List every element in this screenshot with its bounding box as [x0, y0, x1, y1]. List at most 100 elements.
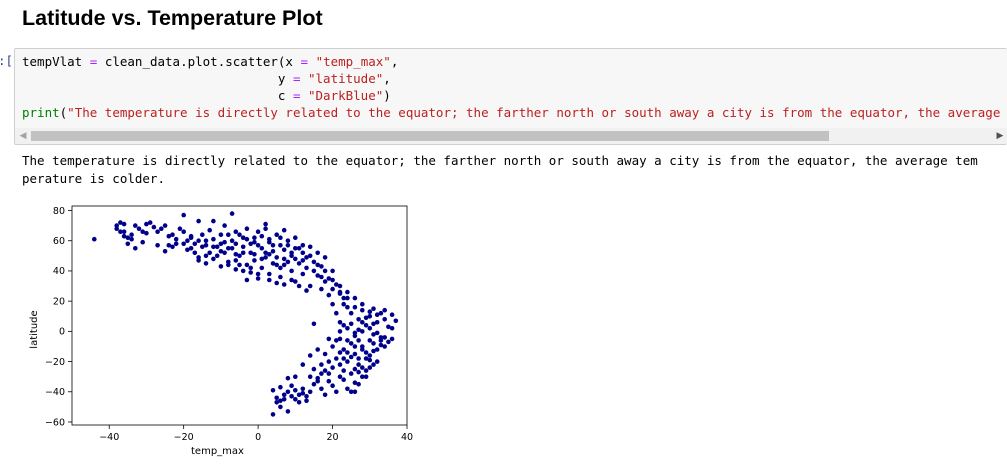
- data-point: [285, 238, 291, 243]
- data-point: [293, 374, 298, 379]
- data-point: [378, 310, 384, 316]
- data-point: [248, 241, 253, 247]
- data-point: [307, 353, 313, 358]
- data-point: [386, 324, 391, 330]
- data-point: [311, 321, 317, 327]
- data-point: [133, 223, 138, 228]
- data-point: [278, 274, 283, 280]
- data-point: [345, 338, 350, 343]
- scrollbar-thumb[interactable]: [31, 131, 829, 141]
- data-point: [255, 229, 261, 234]
- data-point: [363, 368, 369, 373]
- cell-output-text: The temperature is directly related to t…: [22, 152, 1007, 188]
- code-token-string: "latitude": [308, 71, 384, 86]
- data-point: [274, 232, 279, 237]
- data-point: [326, 359, 332, 364]
- data-point: [185, 247, 190, 253]
- data-point: [319, 371, 324, 376]
- data-point: [267, 239, 272, 245]
- data-point: [334, 389, 339, 395]
- data-point: [226, 232, 231, 237]
- data-point: [386, 339, 391, 345]
- data-point: [274, 395, 279, 401]
- code-editor[interactable]: tempVlat = clean_data.plot.scatter(x = "…: [22, 53, 1007, 121]
- data-point: [162, 249, 168, 254]
- data-point: [270, 412, 276, 417]
- data-point: [196, 218, 201, 224]
- data-point: [345, 386, 350, 392]
- code-token-operator: =: [89, 54, 98, 69]
- data-point: [330, 301, 335, 307]
- data-point: [200, 244, 205, 250]
- data-point: [334, 282, 339, 287]
- data-point: [289, 277, 294, 283]
- data-point: [300, 250, 306, 256]
- data-point: [237, 253, 242, 259]
- y-tick-label: 20: [53, 296, 65, 307]
- code-token-string: "DarkBlue": [308, 88, 384, 103]
- data-point: [345, 326, 350, 331]
- data-point: [192, 250, 198, 256]
- data-point: [363, 315, 369, 321]
- data-point: [300, 258, 306, 263]
- data-point: [337, 350, 343, 355]
- scroll-right-icon[interactable]: ▶: [996, 131, 1004, 141]
- data-point: [348, 321, 354, 327]
- horizontal-scrollbar[interactable]: ◀ ▶: [15, 128, 1007, 144]
- data-point: [300, 243, 306, 248]
- data-point: [267, 271, 272, 277]
- data-point: [270, 243, 276, 248]
- data-point: [129, 232, 134, 237]
- data-point: [173, 241, 179, 247]
- data-point: [363, 356, 369, 361]
- data-point: [341, 295, 347, 301]
- data-point: [356, 317, 361, 322]
- data-point: [315, 262, 321, 268]
- data-point: [304, 255, 309, 260]
- code-token-punct: ,: [390, 54, 399, 69]
- data-point: [259, 256, 265, 262]
- data-point: [367, 357, 373, 363]
- data-point: [248, 265, 253, 271]
- data-point: [170, 244, 175, 250]
- data-point: [281, 262, 287, 268]
- data-point: [267, 277, 272, 283]
- data-point: [352, 295, 358, 301]
- data-point: [307, 253, 313, 259]
- x-axis-label: temp_max: [191, 446, 244, 457]
- data-point: [255, 243, 261, 248]
- data-point: [125, 235, 131, 240]
- y-tick-label: −40: [45, 387, 65, 398]
- x-tick-label: 20: [327, 432, 339, 443]
- data-point: [118, 220, 123, 225]
- data-point: [322, 279, 328, 284]
- data-point: [352, 389, 358, 395]
- code-token-string: "temp_max": [315, 54, 391, 69]
- data-point: [319, 264, 324, 269]
- data-point: [293, 397, 298, 402]
- data-point: [356, 338, 361, 343]
- data-point: [255, 271, 261, 277]
- data-point: [218, 232, 224, 237]
- scroll-left-icon[interactable]: ◀: [19, 131, 27, 141]
- code-token-string: "The temperature is directly related to …: [67, 105, 1001, 120]
- data-point: [155, 243, 160, 248]
- data-point: [330, 344, 335, 349]
- data-point: [360, 347, 365, 352]
- data-point: [360, 307, 365, 313]
- x-tick-label: 40: [401, 432, 413, 443]
- data-point: [252, 258, 257, 263]
- data-point: [281, 227, 287, 233]
- output-line: perature is colder.: [22, 171, 165, 186]
- data-point: [360, 365, 365, 370]
- data-point: [337, 329, 343, 334]
- data-point: [363, 350, 369, 355]
- code-token-operator: =: [292, 88, 301, 103]
- data-point: [389, 312, 395, 317]
- data-point: [278, 243, 283, 248]
- code-cell-input[interactable]: tempVlat = clean_data.plot.scatter(x = "…: [14, 48, 1007, 145]
- data-point: [151, 224, 157, 230]
- data-point: [240, 244, 246, 250]
- x-tick-label: −40: [99, 432, 119, 443]
- data-point: [196, 238, 201, 243]
